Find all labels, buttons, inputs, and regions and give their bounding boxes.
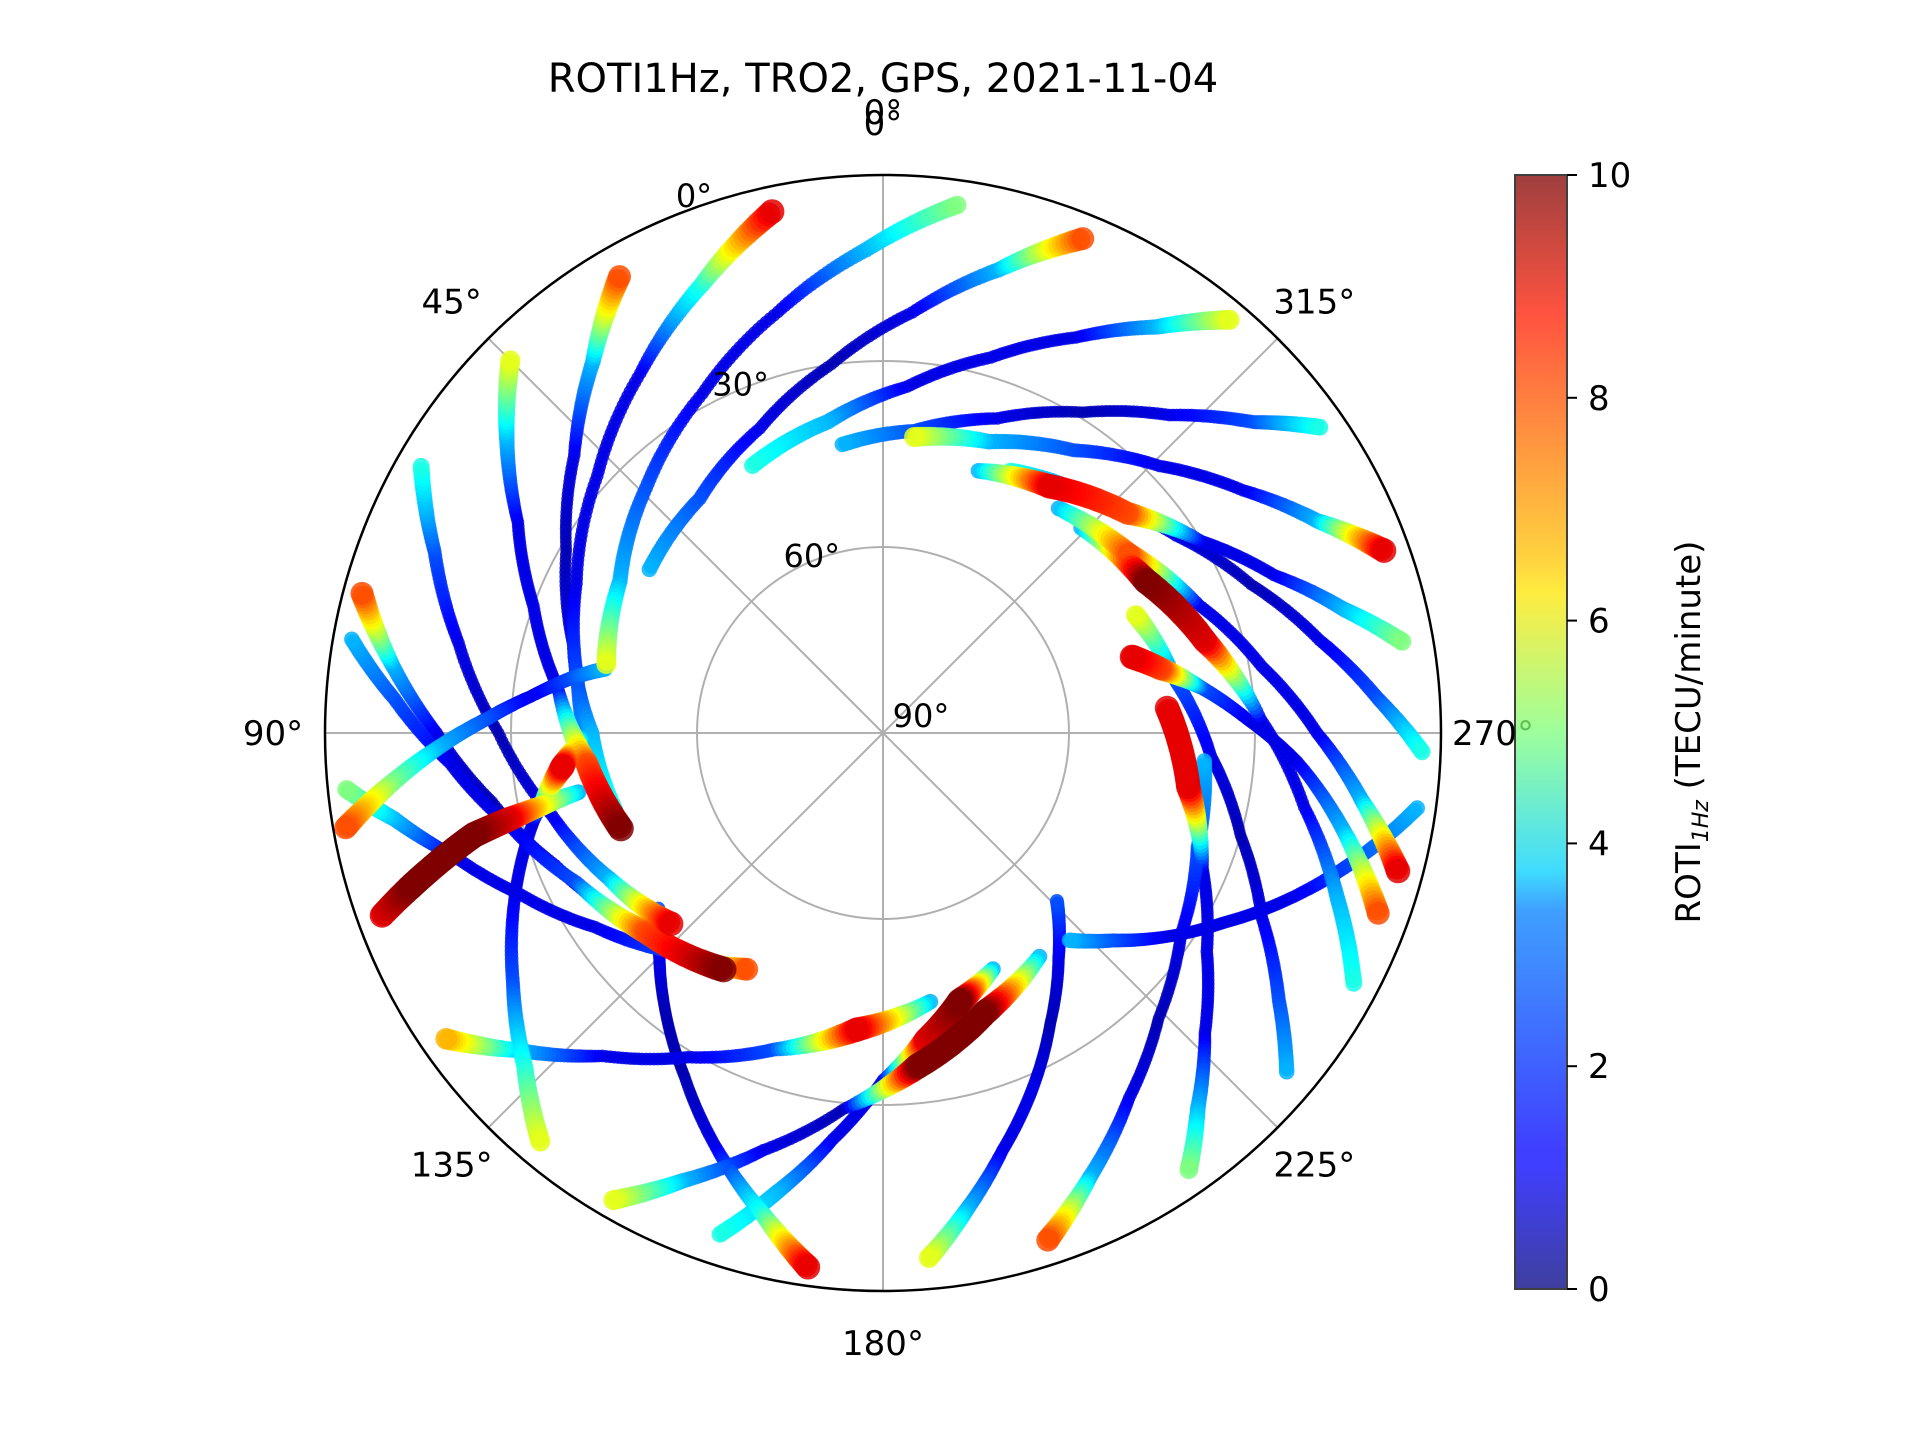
track-11-point [759, 199, 785, 224]
track-13-point [1071, 227, 1095, 251]
azimuth-label-0: 0° [864, 104, 903, 144]
elevation-label-90: 90° [893, 697, 950, 735]
azimuth-label-315: 315° [1273, 283, 1355, 323]
elevation-label-60: 60° [783, 537, 840, 575]
azimuth-label-180: 180° [842, 1324, 924, 1364]
azimuth-tick-labels: 0°45°90°135°180°225°270°315° [243, 104, 1534, 1364]
track-3-point [1196, 753, 1212, 769]
colorbar-label-unit: (TECU/minute) [1669, 541, 1709, 801]
track-7-point [350, 581, 374, 605]
track-1-point [795, 1254, 821, 1280]
track-23-point [603, 1190, 624, 1211]
azimuth-label-90: 90° [243, 714, 303, 754]
colorbar-tick-label-0: 0 [1588, 1270, 1610, 1310]
elevation-zero-label: 0° [676, 177, 712, 215]
colorbar: 0 2 4 6 8 10 ROTI1Hz (TECU/minute) [1514, 156, 1714, 1310]
colorbar-label: ROTI1Hz (TECU/minute) [1669, 541, 1714, 924]
track-0-point [1049, 894, 1064, 908]
track-14-point [1219, 309, 1240, 330]
track-17-point [1392, 632, 1412, 651]
track-15-point [1311, 418, 1329, 436]
track-17-point [1037, 474, 1062, 499]
colorbar-tick-label-6: 6 [1588, 602, 1610, 642]
track-16-point [1371, 538, 1397, 563]
chart-title: ROTI1Hz, TRO2, GPS, 2021-11-04 [548, 56, 1218, 102]
track-12-point [947, 195, 967, 215]
track-0-point [1026, 1080, 1040, 1094]
track-18-point [1413, 743, 1431, 761]
track-24-point [435, 1028, 458, 1050]
colorbar-tick-label-4: 4 [1588, 824, 1610, 864]
track-12-point [596, 654, 617, 674]
track-20-point [1133, 568, 1160, 595]
track-21-point [1278, 1063, 1295, 1080]
track-24-point [844, 1017, 870, 1042]
track-21-point [1125, 605, 1146, 626]
colorbar-tick-label-2: 2 [1588, 1047, 1610, 1087]
satellite-tracks [334, 195, 1431, 1280]
track-27-point [1409, 800, 1425, 816]
polar-frame [323, 173, 1443, 1293]
polar-plot-area: 0°45°90°135°180°225°270°315° 30°60°90° 0… [243, 93, 1534, 1364]
track-0-point [918, 1248, 939, 1268]
track-6-point [735, 957, 759, 981]
grid-spoke-135 [487, 732, 884, 1129]
track-25-point [334, 816, 358, 840]
grid-spoke-45 [487, 337, 884, 734]
track-16-point [904, 427, 925, 447]
track-5-point [460, 822, 487, 848]
track-23-point [971, 999, 998, 1026]
track-22-point [1154, 695, 1180, 721]
track-4-point [530, 1131, 551, 1152]
track-9-point [500, 350, 521, 371]
track-10-point [608, 265, 631, 289]
track-14-point [744, 457, 761, 474]
elevation-tick-labels: 30° 60° 90° [712, 365, 949, 735]
track-13-point [641, 561, 658, 578]
colorbar-tick-label-8: 8 [1588, 379, 1610, 419]
track-4-point [550, 754, 575, 779]
track-3-point [1036, 1228, 1060, 1252]
elevation-label-30: 30° [712, 365, 769, 403]
track-20-point [1345, 974, 1363, 992]
track-8-point [658, 911, 684, 937]
azimuth-label-225: 225° [1273, 1145, 1355, 1185]
track-2-point [711, 1225, 729, 1243]
colorbar-tick-label-10: 10 [1588, 156, 1631, 196]
azimuth-top-label: 0° [864, 93, 903, 133]
track-15-point [834, 436, 851, 453]
grid-spoke-225 [882, 732, 1279, 1129]
track-9-point [607, 815, 634, 842]
track-27-point [1061, 932, 1078, 949]
track-28-point [1119, 644, 1145, 670]
track-19-point [1385, 858, 1411, 884]
track-22-point [1179, 1160, 1199, 1180]
track-2-point [946, 988, 973, 1015]
track-26-point [710, 956, 737, 983]
track-26-point [344, 631, 360, 648]
azimuth-label-45: 45° [422, 283, 482, 323]
colorbar-label-sub: 1Hz [1689, 800, 1714, 843]
track-6-point [337, 780, 356, 799]
track-28-point [1366, 901, 1390, 925]
colorbar-ticks: 0 2 4 6 8 10 [1567, 156, 1631, 1310]
track-8-point [412, 457, 430, 475]
azimuth-label-135: 135° [411, 1145, 493, 1185]
colorbar-gradient [1514, 174, 1568, 1290]
colorbar-label-main: ROTI [1669, 842, 1709, 923]
